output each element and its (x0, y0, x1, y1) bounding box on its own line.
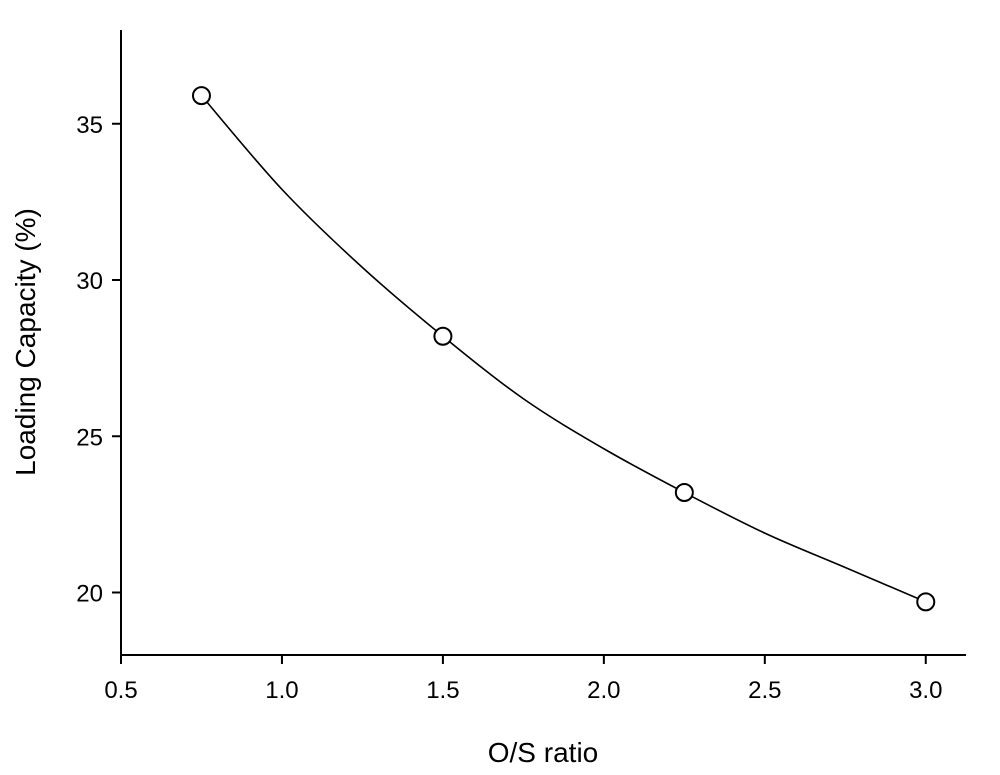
y-ticks: 20 25 30 35 (76, 112, 121, 608)
y-axis-title: Loading Capacity (%) (10, 208, 41, 476)
x-tick-label: 1.5 (426, 677, 459, 704)
data-point-marker (433, 326, 453, 346)
data-point-marker (674, 483, 694, 502)
y-tick-label: 35 (76, 112, 103, 139)
fit-curve-line (200, 95, 927, 603)
y-tick-label: 25 (76, 424, 103, 451)
x-tick-label: 2.0 (587, 677, 620, 704)
x-ticks: 0.5 1.0 1.5 2.0 2.5 3.0 (104, 655, 942, 704)
x-tick-label: 1.0 (265, 677, 298, 704)
x-axis-title: O/S ratio (488, 737, 598, 768)
y-tick-label: 30 (76, 268, 103, 295)
data-points (191, 86, 936, 612)
axes (120, 30, 966, 656)
y-tick-label: 20 (76, 581, 103, 608)
data-point-marker (916, 592, 936, 612)
x-tick-label: 3.0 (909, 677, 942, 704)
x-tick-label: 0.5 (104, 677, 137, 704)
data-point-marker (191, 86, 211, 106)
x-tick-label: 2.5 (748, 677, 781, 704)
